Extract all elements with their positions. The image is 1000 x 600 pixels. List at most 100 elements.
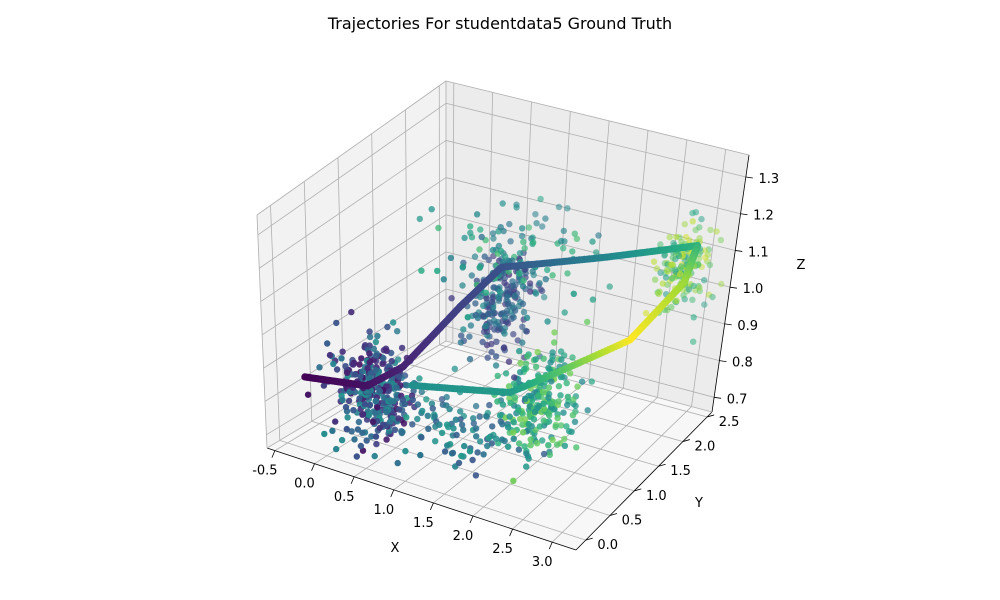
scatter-point xyxy=(519,323,526,330)
scatter-point xyxy=(401,400,409,408)
scatter-point xyxy=(501,253,509,260)
scatter-point xyxy=(453,431,460,439)
scatter-point xyxy=(532,363,540,371)
scatter-point xyxy=(588,378,595,385)
scatter-point xyxy=(477,226,484,233)
gridline-z-left xyxy=(259,140,447,269)
scatter-point xyxy=(372,397,379,405)
gridline-z-left xyxy=(260,177,447,302)
z-axis-line xyxy=(711,154,750,413)
scatter-point xyxy=(472,472,480,479)
scatter-point xyxy=(496,412,504,419)
scatter-point xyxy=(477,438,484,445)
scatter-point xyxy=(343,425,350,433)
scatter-point xyxy=(529,268,536,275)
scatter-point xyxy=(507,238,514,245)
scatter-point xyxy=(573,444,580,451)
scatter-point xyxy=(521,245,528,252)
scatter-point xyxy=(481,253,488,260)
scatter-point xyxy=(461,234,468,242)
scatter-point xyxy=(418,388,425,396)
scatter-point xyxy=(369,418,377,425)
scatter-point xyxy=(472,425,480,432)
tick-labels: -0.50.00.51.01.52.02.53.00.00.51.01.52.0… xyxy=(252,172,779,570)
scatter-point xyxy=(492,320,499,328)
scatter-point xyxy=(537,195,544,203)
scatter-point xyxy=(670,239,677,247)
x-tick-label: 2.5 xyxy=(492,542,513,557)
scatter-point xyxy=(541,405,548,413)
y-tick-mark xyxy=(707,414,715,418)
scatter-point xyxy=(484,442,491,450)
scatter-point xyxy=(326,351,334,359)
scatter-point xyxy=(544,266,551,274)
scatter-point xyxy=(383,408,390,415)
z-tick-mark xyxy=(719,360,727,362)
z-tick-label: 1.0 xyxy=(743,282,764,297)
scatter-point xyxy=(515,270,523,277)
scatter-point xyxy=(673,233,680,241)
scatter-point xyxy=(367,369,374,377)
scatter-point xyxy=(506,413,513,420)
scatter-point xyxy=(357,373,364,380)
scatter-point xyxy=(476,263,484,271)
gridline-x-back xyxy=(588,120,610,380)
scatter-point xyxy=(548,400,555,407)
scatter-point xyxy=(414,401,422,408)
scatter-point xyxy=(444,442,451,449)
scatter-point xyxy=(542,276,549,283)
scatter-point xyxy=(452,416,460,423)
y-tick-label: 2.0 xyxy=(695,440,716,455)
scatter-point xyxy=(356,395,363,402)
scatter-point xyxy=(473,211,481,218)
scatter-point xyxy=(505,383,513,390)
scatter-point xyxy=(353,453,360,460)
scatter-point xyxy=(696,224,703,231)
y-tick-label: 2.5 xyxy=(719,415,740,430)
scatter-point xyxy=(476,413,483,420)
scatter-point xyxy=(398,344,406,352)
scatter-point xyxy=(545,384,553,391)
scatter-point xyxy=(390,319,397,326)
scatter-point xyxy=(380,354,387,362)
scatter-point xyxy=(464,314,471,321)
x-axis-label: X xyxy=(391,541,400,556)
scatter-point xyxy=(566,370,574,377)
scatter-point xyxy=(673,297,680,304)
scatter-point xyxy=(571,418,579,425)
scatter-point xyxy=(376,387,383,395)
scatter-point xyxy=(521,365,528,373)
scatter-point xyxy=(387,418,394,425)
scatter-point xyxy=(498,436,506,443)
scatter-point xyxy=(506,220,513,228)
scatter-point xyxy=(606,283,613,290)
scatter-point xyxy=(569,412,577,419)
scatter-point xyxy=(333,319,340,327)
scatter-point xyxy=(431,413,438,420)
scatter-point xyxy=(371,409,379,416)
scatter-point xyxy=(394,459,401,467)
gridline-z-left xyxy=(257,102,447,236)
scatter-point xyxy=(486,401,493,409)
scatter-point xyxy=(501,279,508,287)
scatter-point xyxy=(535,392,542,399)
scatter-point xyxy=(546,451,553,458)
y-tick-mark xyxy=(634,488,642,492)
y-tick-label: 1.5 xyxy=(670,464,691,479)
scatter-point xyxy=(532,211,539,218)
scatter-point xyxy=(526,280,534,287)
trajectory-point xyxy=(408,381,416,389)
y-axis-line xyxy=(575,411,713,551)
scatter-point xyxy=(705,291,713,298)
scatter-point xyxy=(571,230,578,237)
scatter-point xyxy=(680,292,687,299)
scatter-point xyxy=(457,416,464,423)
scatter-point xyxy=(373,440,380,448)
scatter-point xyxy=(557,373,565,381)
z-tick-label: 0.9 xyxy=(737,319,758,334)
z-tick-mark xyxy=(714,396,722,399)
scatter-point xyxy=(510,435,517,442)
scatter-point xyxy=(524,353,531,360)
gridline-z-left xyxy=(264,288,447,402)
scatter-point xyxy=(534,348,541,356)
